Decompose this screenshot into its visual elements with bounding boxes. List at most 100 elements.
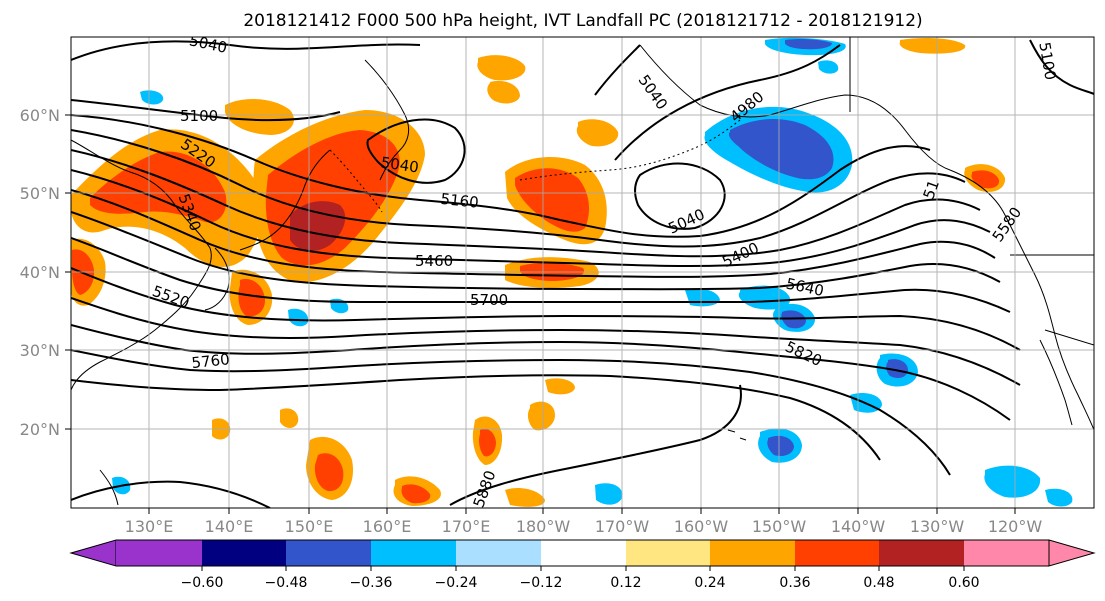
contour-label: 51 xyxy=(920,178,943,202)
coastline-alaska xyxy=(639,44,951,171)
colorbar-swatch xyxy=(456,540,541,566)
gridlines xyxy=(71,37,1094,508)
ivt-warm-patch-kuril xyxy=(225,98,294,135)
contour-label: 5160 xyxy=(440,190,480,212)
height-contour-5580 xyxy=(71,267,1021,351)
ivt-red-patch-central-pacific xyxy=(515,168,590,232)
height-contour-5520 xyxy=(71,237,1011,313)
height-contour-5100-arctic xyxy=(1029,39,1094,95)
lon-label: 140°E xyxy=(205,517,254,536)
lat-axis-labels: 60°N 50°N 40°N 30°N 20°N xyxy=(20,106,60,439)
figure-title: 2018121412 F000 500 hPa height, IVT Land… xyxy=(243,11,922,31)
colorbar-tick-label: 0.60 xyxy=(948,575,979,591)
coastlines xyxy=(71,37,1094,506)
ivt-blue-patch-northeast xyxy=(818,60,839,74)
colorbar-tick-label: −0.60 xyxy=(181,575,224,591)
ivt-red-patch-subtropic-c xyxy=(401,484,431,504)
ivt-warm-patch-northeast xyxy=(899,37,966,54)
colorbar-outline xyxy=(116,539,1049,567)
contour-label: 5760 xyxy=(191,350,231,372)
colorbar-tick-label: 0.12 xyxy=(610,575,641,591)
colorbar-swatch xyxy=(710,540,795,566)
height-contour-5880 xyxy=(449,384,742,506)
coastline-korea xyxy=(204,247,230,311)
colorbar-tick-label: −0.36 xyxy=(350,575,393,591)
height-contour-5040-low xyxy=(366,118,466,184)
colorbar: −0.60 −0.48 −0.36 −0.24 −0.12 0.12 0.24 … xyxy=(69,539,1096,591)
colorbar-swatch xyxy=(879,540,964,566)
lon-label: 140°W xyxy=(831,517,886,536)
contour-label: 5460 xyxy=(415,252,453,270)
colorbar-extend-high xyxy=(1048,539,1096,567)
height-contour-5460 xyxy=(71,211,1001,291)
boundary-us-mexico xyxy=(1044,329,1094,346)
ivt-red-patch-subtropic-a xyxy=(314,453,344,492)
lon-label: 150°W xyxy=(752,517,807,536)
contour-label: 5700 xyxy=(470,291,508,309)
height-contour-5340 xyxy=(71,169,991,267)
ivt-darkblue-patch-subtropic-b xyxy=(886,359,908,378)
ivt-warm-patch-subtropic-f xyxy=(505,488,545,507)
ivt-red-patch-subtropic-b xyxy=(479,428,496,457)
lon-label: 120°W xyxy=(988,517,1043,536)
colorbar-swatch xyxy=(202,540,286,566)
ivt-negative-shading xyxy=(112,37,1073,507)
lon-label: 130°E xyxy=(125,517,174,536)
ivt-warm-patch-subtropic-g xyxy=(280,408,299,428)
lon-label: 160°E xyxy=(363,517,412,536)
ivt-warm-patch-subtropic-d xyxy=(527,401,555,431)
colorbar-swatch xyxy=(371,540,456,566)
colorbar-swatch xyxy=(626,540,710,566)
coastline-hawaii xyxy=(727,429,747,441)
height-contour-5040-alaska xyxy=(594,44,641,96)
colorbar-tick-label: 0.48 xyxy=(863,575,894,591)
ivt-darkblue-patch-alaska xyxy=(728,118,834,180)
ivt-warm-patch-aleutian-c xyxy=(487,80,520,104)
lat-label: 20°N xyxy=(20,420,60,439)
colorbar-swatch xyxy=(286,540,371,566)
ivt-red-patch-canada xyxy=(971,170,1000,189)
lon-label: 170°E xyxy=(442,517,491,536)
colorbar-ticks xyxy=(201,566,965,571)
height-contour-5700 xyxy=(71,324,1011,421)
contour-label: 5100 xyxy=(180,107,218,125)
colorbar-tick-label: −0.12 xyxy=(520,575,563,591)
lat-label: 50°N xyxy=(20,184,60,203)
ivt-darkblue-patch-east-b xyxy=(781,310,806,329)
ivt-blue-patch-west-a xyxy=(140,90,164,105)
colorbar-swatch xyxy=(795,540,879,566)
lon-label: 160°W xyxy=(674,517,729,536)
axis-ticks xyxy=(65,114,1016,514)
map-panel: 5040 5100 5220 5340 5520 5760 5040 5160 … xyxy=(20,36,1095,536)
height-contour-5280 xyxy=(71,149,981,258)
colorbar-swatch xyxy=(116,540,202,566)
coastline-philippines xyxy=(99,469,119,506)
ivt-warm-patch-subtropic-h xyxy=(545,378,575,395)
lat-label: 40°N xyxy=(20,263,60,282)
colorbar-tick-labels: −0.60 −0.48 −0.36 −0.24 −0.12 0.12 0.24 … xyxy=(181,575,980,591)
colorbar-swatch xyxy=(541,540,626,566)
ivt-darkblue-patch-subtropic-a xyxy=(767,435,794,456)
lon-label: 170°W xyxy=(595,517,650,536)
ivt-warm-patch-aleutian-a xyxy=(477,55,526,81)
height-contour-5760 xyxy=(71,349,951,476)
height-contour-5880-southwest xyxy=(71,480,271,508)
ivt-darkred-patch-japan xyxy=(290,201,346,252)
coastline-north-america xyxy=(949,169,1094,431)
ivt-blue-patch-subtropic-f xyxy=(1045,488,1073,507)
lat-label: 30°N xyxy=(20,341,60,360)
colorbar-tick-label: 0.36 xyxy=(779,575,810,591)
ivt-blue-patch-east-a xyxy=(738,285,791,310)
ivt-blue-patch-west-b xyxy=(288,308,309,327)
ivt-positive-shading xyxy=(71,37,1006,507)
lon-label: 130°W xyxy=(910,517,965,536)
height-contour-5040-north xyxy=(71,40,421,61)
ivt-blue-patch-subtropic-d xyxy=(984,465,1041,498)
height-contour-4980-alaska xyxy=(614,44,841,161)
ivt-red-patch-korea xyxy=(238,279,265,317)
coastline-asia xyxy=(71,139,212,391)
height-contours xyxy=(71,39,1094,508)
colorbar-tick-label: −0.24 xyxy=(435,575,478,591)
height-contour-5100-west xyxy=(71,99,341,121)
